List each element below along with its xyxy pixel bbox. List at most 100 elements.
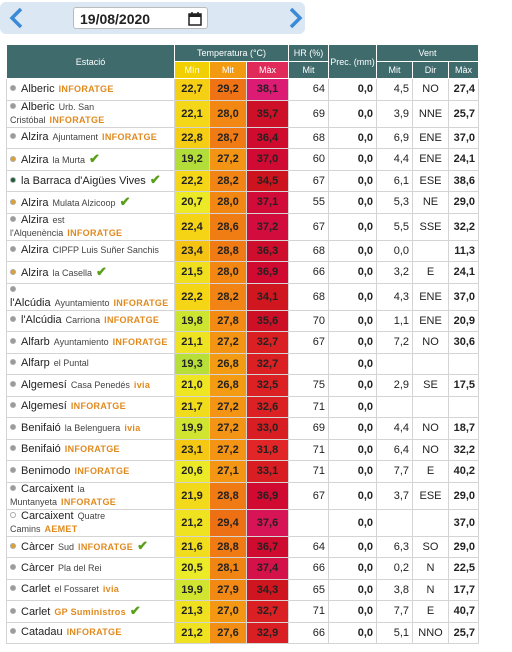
value-cell: 7,7 [376,600,413,623]
value-cell: 19,8 [174,309,210,332]
status-dot [10,423,16,430]
column-header: HR (%) [288,44,329,62]
value-cell: 0,2 [376,557,413,580]
status-dot [10,380,16,387]
station-row: Alzira la Casella ✔ 21,5 28,0 36,9 66 0,0 3,2 E 24… [6,261,479,284]
stations-table: Estació Temperatura (°C) HR (%) Prec. (mm) V… [6,44,479,644]
prev-day[interactable] [6,6,28,30]
station-cell: Carlet GP Suministros ✔ [6,600,175,623]
station-cell: Alzira CIPFP Luis Suñer Sanchis [6,239,175,262]
value-cell: 34,3 [246,578,289,601]
value-cell: 69 [288,417,329,440]
verified-check: ✔ [149,172,161,188]
station-row: Carlet GP Suministros ✔ 21,3 27,0 32,7 71 0,0 7,… [6,600,479,623]
station-row: Alzira Mulata Alzicoop ✔ 20,7 28,0 37,1 55 0,0 5… [6,191,479,214]
value-cell: 36,3 [246,239,289,262]
value-cell: 27,6 [209,621,247,644]
station-name: Benimodo [21,464,71,477]
station-cell: Alfarp el Puntal [6,352,175,375]
verified-check: ✔ [96,263,107,279]
subcolumn-header: Mit [376,61,413,79]
station-cell: l'Alcúdia Carriona INFORATGE [6,309,175,332]
value-cell: 0,0 [328,126,377,149]
station-network: INFORATGE [104,315,160,326]
station-cell: Alzira la Murta ✔ [6,148,175,171]
value-cell: 0,0 [328,261,377,284]
value-cell: 0,0 [328,374,377,397]
value-cell: 25,7 [448,621,479,644]
value-cell: 0,0 [328,191,377,214]
status-dot [10,337,16,344]
value-cell: 28,8 [209,239,247,262]
calendar-icon[interactable] [188,12,202,26]
subcolumn-header: Màx [246,61,289,79]
value-cell: 0,0 [328,438,377,461]
station-sublabel: Ayuntamiento [53,336,109,347]
status-dot [10,133,16,140]
station-row: Carlet el Fossaret ivia 19,9 27,9 34,3 65 0,0 3,… [6,578,479,601]
value-cell: 21,3 [174,600,210,623]
station-row: Alberic INFORATGE 22,7 29,2 38,1 64 0,0 4,5 NO 27… [6,78,479,101]
status-dot [10,268,16,275]
status-dot [10,445,16,452]
value-cell: 28,0 [209,261,247,284]
station-name: Alfarp [21,357,50,370]
station-row: Carcaixent la Muntanyeta INFORATGE 21,9 28,8… [6,481,479,510]
value-cell: 4,3 [376,282,413,311]
value-cell: 4,4 [376,417,413,440]
value-cell: 28,8 [209,481,247,510]
value-cell: N [412,578,449,601]
station-cell: Algemesí INFORATGE [6,395,175,418]
value-cell: 32,2 [448,212,479,241]
value-cell: 71 [288,395,329,418]
status-dot [10,484,16,491]
station-name: Alzira [21,153,49,166]
value-cell: 6,9 [376,126,413,149]
station-row: Alzira est l'Alquenència INFORATGE 22,4 28,6… [6,212,479,241]
station-name: Alzira [21,196,49,209]
value-cell: 18,7 [448,417,479,440]
station-sublabel: el Puntal [53,358,89,369]
value-cell: 29,0 [448,535,479,558]
value-cell [376,352,413,375]
subcolumn-header: Mit [288,61,329,79]
value-cell: 23,1 [174,438,210,461]
station-sublabel: Casa Penedés [70,379,130,390]
value-cell: 21,1 [174,331,210,354]
value-cell: E [412,261,449,284]
value-cell: 29,0 [448,481,479,510]
value-cell: 67 [288,331,329,354]
value-cell: 20,9 [448,309,479,332]
value-cell: 40,7 [448,600,479,623]
status-dot [10,84,16,91]
station-row: Càrcer Sud INFORATGE ✔ 21,6 28,8 36,7 64 0,0 6,3 S… [6,535,479,558]
station-row: Algemesí Casa Penedés ivia 21,0 26,8 32,5 75 0,… [6,374,479,397]
value-cell: 22,4 [174,212,210,241]
station-name: Alzira [21,213,49,226]
value-cell: 37,4 [246,557,289,580]
station-name: Alberic [21,82,55,95]
value-cell: 35,6 [246,309,289,332]
status-dot [10,246,16,253]
station-name: Carlet [21,605,51,618]
value-cell: 64 [288,78,329,101]
value-cell [448,352,479,375]
value-cell: 7,2 [376,331,413,354]
value-cell: 0,0 [328,417,377,440]
station-network: INFORATGE [58,83,114,94]
value-cell: 65 [288,578,329,601]
station-row: Alberic Urb. San Cristóbal INFORATGE 22,1 28… [6,99,479,128]
date-bar: 19/08/2020 [0,2,305,34]
value-cell: 21,5 [174,261,210,284]
value-cell: 25,7 [448,99,479,128]
station-cell: Càrcer Pla del Rei [6,557,175,580]
station-network: INFORATGE [70,401,126,412]
station-row: l'Alcúdia Ayuntamiento INFORATGE 22,2 28,2 34… [6,282,479,311]
station-network: INFORATGE [64,444,120,455]
value-cell: 55 [288,191,329,214]
next-day[interactable] [284,6,306,30]
value-cell: 69 [288,99,329,128]
date-input[interactable]: 19/08/2020 [73,7,208,29]
station-name: Catadau [21,626,63,639]
